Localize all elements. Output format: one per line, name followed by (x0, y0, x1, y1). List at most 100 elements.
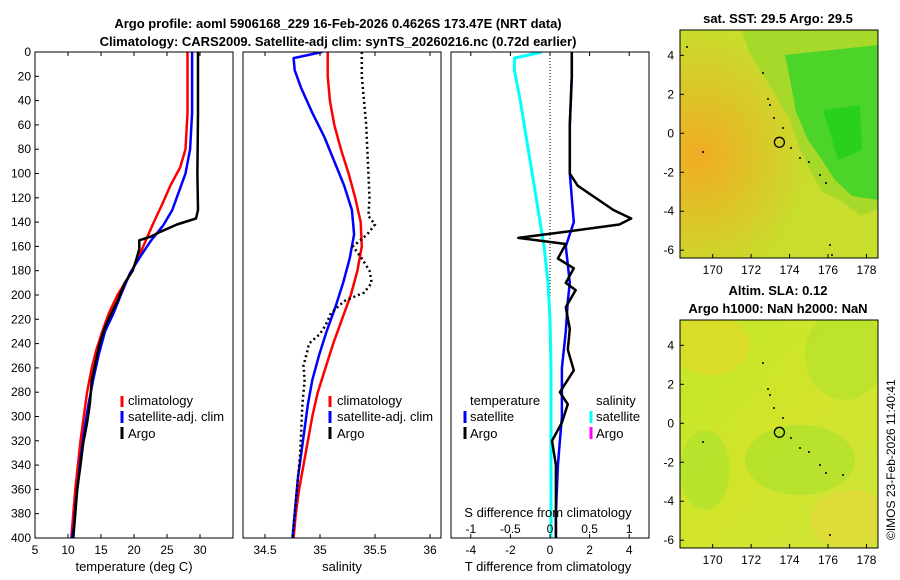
difference-legend-salinity: salinity satellite Argo (589, 393, 640, 441)
y-tick-label: 0 (24, 45, 31, 59)
sla-islands (702, 362, 844, 536)
y-tick-label: 280 (11, 385, 31, 399)
map-x-tick-label: 172 (741, 553, 761, 567)
sla-map-title-1: Altim. SLA: 0.12 (729, 283, 828, 298)
difference-panel: -4 -2 0 2 4 -1 -0.5 0 0.5 1 S difference from cl… (450, 51, 650, 574)
map-y-tick-label: -6 (663, 243, 674, 257)
y-tick-label: 100 (11, 167, 31, 181)
sla-high-region-2 (810, 490, 878, 548)
x-tick-label: 30 (193, 543, 207, 557)
salinity-xlabel: salinity (322, 559, 362, 574)
map-y-tick-label: -6 (663, 533, 674, 547)
legend-s-argo: Argo (596, 426, 623, 441)
temperature-legend: climatology satellite-adj. clim Argo (120, 393, 224, 441)
map-x-tick-label: 172 (741, 263, 761, 277)
map-x-tick-label: 178 (856, 263, 876, 277)
legend-salinity-title: salinity (596, 393, 636, 408)
temperature-series-climatology (70, 52, 189, 538)
y-tick-label: 320 (11, 434, 31, 448)
map-y-tick-label: -2 (663, 165, 674, 179)
x-tick-label: 0 (547, 543, 554, 557)
y-tick-label: 260 (11, 361, 31, 375)
top-tick-label: 0.5 (581, 522, 598, 536)
x-tick-label: -2 (505, 543, 516, 557)
sla-high-region (680, 320, 750, 375)
y-tick-label: 20 (18, 69, 32, 83)
sst-cool-core (823, 105, 862, 160)
temperature-panel: 0 20 40 60 80 100 120 140 160 180 200 220 240 260 280 3… (11, 45, 234, 574)
y-tick-label: 380 (11, 507, 31, 521)
salinity-series-satellite-adj-clim (291, 52, 356, 538)
map-y-tick-label: 2 (667, 87, 674, 101)
x-tick-label: 25 (160, 543, 174, 557)
top-tick-label: 0 (547, 522, 554, 536)
map-x-tick-label: 176 (818, 263, 838, 277)
map-x-tick-label: 174 (780, 263, 800, 277)
map-x-tick-label: 176 (818, 553, 838, 567)
difference-series-temperature-argo (517, 52, 633, 538)
salinity-series-argo (291, 52, 377, 538)
legend-argo: Argo (128, 426, 155, 441)
legend-temperature-title: temperature (470, 393, 540, 408)
s-difference-xlabel: S difference from climatology (464, 505, 632, 520)
x-tick-label: 36 (423, 543, 437, 557)
x-tick-label: 34.5 (253, 543, 277, 557)
t-difference-xlabel: T difference from climatology (465, 559, 632, 574)
map-y-tick-label: 0 (667, 126, 674, 140)
x-tick-label: 15 (94, 543, 108, 557)
map-y-tick-label: -2 (663, 455, 674, 469)
legend-climatology: climatology (337, 393, 403, 408)
map-y-tick-label: 4 (667, 338, 674, 352)
header-line-1: Argo profile: aoml 5906168_229 16-Feb-20… (114, 16, 561, 31)
difference-legend-temperature: temperature satellite Argo (463, 393, 540, 441)
top-tick-label: -0.5 (500, 522, 521, 536)
y-tick-label: 60 (18, 118, 32, 132)
y-tick-label: 400 (11, 531, 31, 545)
sla-low-region-3 (680, 430, 730, 510)
top-tick-label: -1 (465, 522, 476, 536)
map-x-tick-label: 170 (703, 263, 723, 277)
legend-climatology: climatology (128, 393, 194, 408)
x-tick-label: 35 (313, 543, 327, 557)
y-tick-label: 300 (11, 410, 31, 424)
salinity-series-climatology (292, 52, 364, 538)
temperature-series-argo (72, 52, 200, 538)
y-tick-label: 140 (11, 215, 31, 229)
x-tick-label: 2 (586, 543, 593, 557)
map-y-tick-label: 0 (667, 416, 674, 430)
sla-map: Altim. SLA: 0.12 Argo h1000: NaN h2000: … (663, 283, 879, 567)
legend-satellite: satellite-adj. clim (128, 409, 224, 424)
x-tick-label: 10 (61, 543, 75, 557)
y-tick-label: 40 (18, 94, 32, 108)
x-tick-label: 20 (127, 543, 141, 557)
map-x-tick-label: 174 (780, 553, 800, 567)
legend-s-satellite: satellite (596, 409, 640, 424)
temperature-xlabel: temperature (deg C) (75, 559, 192, 574)
map-y-tick-label: 2 (667, 377, 674, 391)
legend-argo: Argo (337, 426, 364, 441)
difference-series-temperature-satellite (554, 52, 576, 538)
y-tick-label: 80 (18, 142, 32, 156)
y-tick-label: 340 (11, 458, 31, 472)
salinity-legend: climatology satellite-adj. clim Argo (328, 393, 433, 441)
map-x-tick-label: 178 (856, 553, 876, 567)
y-tick-label: 180 (11, 264, 31, 278)
x-tick-label: -4 (465, 543, 476, 557)
temperature-axes-box (34, 51, 234, 539)
sst-islands (686, 46, 833, 256)
sla-low-region (805, 320, 878, 400)
sst-map: sat. SST: 29.5 Argo: 29.5 170 172 174 176 17… (663, 11, 879, 277)
y-tick-label: 160 (11, 239, 31, 253)
legend-satellite: satellite-adj. clim (337, 409, 433, 424)
sla-map-title-2: Argo h1000: NaN h2000: NaN (688, 301, 867, 316)
x-tick-label: 4 (626, 543, 633, 557)
map-y-tick-label: -4 (663, 204, 674, 218)
sst-map-frame (679, 29, 879, 259)
sla-low-region-2 (745, 425, 855, 495)
y-tick-label: 120 (11, 191, 31, 205)
map-y-tick-label: -4 (663, 494, 674, 508)
legend-t-satellite: satellite (470, 409, 514, 424)
salinity-axes-box (242, 51, 442, 539)
header-line-2: Climatology: CARS2009. Satellite-adj cli… (100, 34, 577, 49)
